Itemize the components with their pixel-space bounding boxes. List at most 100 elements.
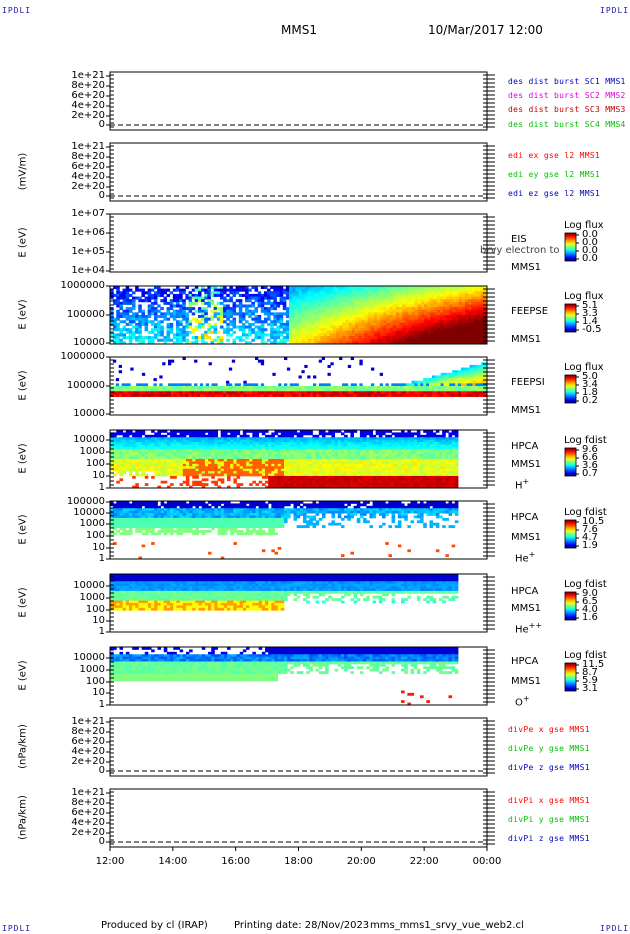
legend-p2-1: edi ey gse l2 MMS1 xyxy=(508,170,601,179)
ytick-label-p10-2: 6e+20 xyxy=(71,736,105,747)
colorbar-label-p5: Log flux xyxy=(564,362,604,373)
xtick-label-3: 18:00 xyxy=(284,856,313,867)
frame-p2 xyxy=(109,142,488,202)
colorbar-value-p6-2: 3.6 xyxy=(582,460,598,471)
colorbar-p4 xyxy=(564,303,577,333)
ytick-label-p7-3: 100 xyxy=(85,530,105,541)
ytick-label-p9-4: 1 xyxy=(98,699,105,710)
ytick-label-p3-3: 1e+04 xyxy=(71,265,105,276)
ytick-label-p7-1: 10000 xyxy=(73,507,105,518)
ytick-label-p10-0: 1e+21 xyxy=(71,716,105,727)
footer-produced: Produced by cl (IRAP) xyxy=(101,920,208,931)
legend-p1-0: des dist burst SC1 MMS1 xyxy=(508,77,626,86)
ytick-label-p9-3: 10 xyxy=(92,687,105,698)
ylabel-p10: (nPa/km) xyxy=(17,724,29,769)
ytick-label-p8-1: 1000 xyxy=(79,592,105,603)
ytick-label-p1-0: 1e+21 xyxy=(71,70,105,81)
colorbar-p6 xyxy=(564,447,577,477)
datetime-title: 10/Mar/2017 12:00 xyxy=(428,23,543,37)
ytick-label-p11-0: 1e+21 xyxy=(71,787,105,798)
legend-p1-3: des dist burst SC4 MMS4 xyxy=(508,120,626,129)
ytick-label-p3-0: 1e+07 xyxy=(71,208,105,219)
legend-p1-1: des dist burst SC2 MMS2 xyxy=(508,91,626,100)
panel-p6 xyxy=(106,429,579,489)
ytick-label-p10-5: 0 xyxy=(98,765,105,776)
ytick-label-p3-1: 1e+06 xyxy=(71,227,105,238)
ytick-label-p7-4: 10 xyxy=(92,542,105,553)
instrument-p8-0: HPCA xyxy=(511,586,539,597)
frame-p7 xyxy=(109,500,488,560)
ytick-label-p2-2: 6e+20 xyxy=(71,161,105,172)
colorbar-value-p3-1: 0.0 xyxy=(582,237,598,248)
legend-p10-1: divPe y gse MMS1 xyxy=(508,744,590,753)
colorbar-value-p5-2: 1.8 xyxy=(582,387,598,398)
ytick-label-p1-4: 2e+20 xyxy=(71,110,105,121)
ytick-label-p3-2: 1e+05 xyxy=(71,246,105,257)
colorbar-value-p5-1: 3.4 xyxy=(582,379,598,390)
colorbar-value-p7-1: 7.6 xyxy=(582,524,598,535)
colorbar-p5 xyxy=(564,374,577,404)
colorbar-value-p4-2: 1.4 xyxy=(582,316,598,327)
colorbar-value-p9-2: 5.9 xyxy=(582,675,598,686)
ytick-label-p9-1: 1000 xyxy=(79,664,105,675)
ytick-label-p2-0: 1e+21 xyxy=(71,141,105,152)
ytick-label-p4-0: 1000000 xyxy=(60,280,105,291)
spacecraft-title: MMS1 xyxy=(281,23,317,37)
legend-p2-2: edi ez gse l2 MMS1 xyxy=(508,189,601,198)
ytick-label-p10-3: 4e+20 xyxy=(71,746,105,757)
ytick-label-p2-3: 4e+20 xyxy=(71,171,105,182)
ytick-label-p2-1: 8e+20 xyxy=(71,151,105,162)
overlay-text-p3: brvy electron to xyxy=(480,245,560,256)
legend-p10-2: divPe z gse MMS1 xyxy=(508,763,590,772)
colorbar-value-p9-0: 11.5 xyxy=(582,659,605,670)
ytick-label-p7-5: 1 xyxy=(98,553,105,564)
colorbar-p8 xyxy=(564,591,577,621)
xtick-label-2: 16:00 xyxy=(221,856,251,867)
colorbar-label-p6: Log fdist xyxy=(564,435,607,446)
ytick-label-p8-4: 1 xyxy=(98,626,105,637)
footer-printing-date: Printing date: 28/Nov/2023 xyxy=(234,920,370,931)
corner-mark-tr: IPDLI xyxy=(600,6,630,15)
colorbar-value-p6-1: 6.6 xyxy=(582,452,598,463)
ytick-label-p5-0: 1000000 xyxy=(60,351,105,362)
spectrogram-p4 xyxy=(110,286,488,345)
panel-p1 xyxy=(106,71,495,131)
panel-p4 xyxy=(106,285,579,345)
frame-p3 xyxy=(109,213,488,273)
instrument-p6-2: H+ xyxy=(515,477,530,492)
ytick-label-p1-5: 0 xyxy=(98,119,105,130)
colorbar-value-p5-0: 5.0 xyxy=(582,371,598,382)
colorbar-value-p7-0: 10.5 xyxy=(582,516,605,527)
legend-p1-2: des dist burst SC3 MMS3 xyxy=(508,105,626,114)
ytick-label-p11-1: 8e+20 xyxy=(71,797,105,808)
spectrogram-p5 xyxy=(110,357,488,397)
legend-p11-0: divPi x gse MMS1 xyxy=(508,796,590,805)
spectrogram-p8 xyxy=(110,574,459,611)
ytick-label-p6-3: 10 xyxy=(92,470,105,481)
ylabel-p2: (mV/m) xyxy=(17,152,29,191)
ytick-label-p1-1: 8e+20 xyxy=(71,80,105,91)
ytick-label-p11-2: 6e+20 xyxy=(71,807,105,818)
xtick-label-1: 14:00 xyxy=(158,856,188,867)
ylabel-p8: E (eV) xyxy=(17,587,29,618)
panel-p11 xyxy=(106,788,495,848)
ytick-label-p8-0: 10000 xyxy=(73,580,105,591)
xtick-label-5: 22:00 xyxy=(409,856,439,867)
legend-p2-0: edi ex gse l2 MMS1 xyxy=(508,151,601,160)
ytick-label-p5-1: 100000 xyxy=(66,380,105,391)
colorbar-label-p8: Log fdist xyxy=(564,579,607,590)
ylabel-p11: (nPa/km) xyxy=(17,795,29,840)
colorbar-value-p3-0: 0.0 xyxy=(582,229,598,240)
colorbar-value-p4-3: -0.5 xyxy=(582,324,602,335)
instrument-p6-1: MMS1 xyxy=(511,459,541,470)
colorbar-value-p8-0: 9.0 xyxy=(582,588,598,599)
ytick-label-p4-1: 100000 xyxy=(66,309,105,320)
ytick-label-p1-2: 6e+20 xyxy=(71,90,105,101)
footer-script-name: mms_mms1_srvy_vue_web2.cl xyxy=(370,920,524,931)
ytick-label-p11-5: 0 xyxy=(98,836,105,847)
ytick-label-p1-3: 4e+20 xyxy=(71,100,105,111)
ytick-label-p9-2: 100 xyxy=(85,676,105,687)
instrument-p9-0: HPCA xyxy=(511,656,539,667)
colorbar-value-p6-0: 9.6 xyxy=(582,444,598,455)
